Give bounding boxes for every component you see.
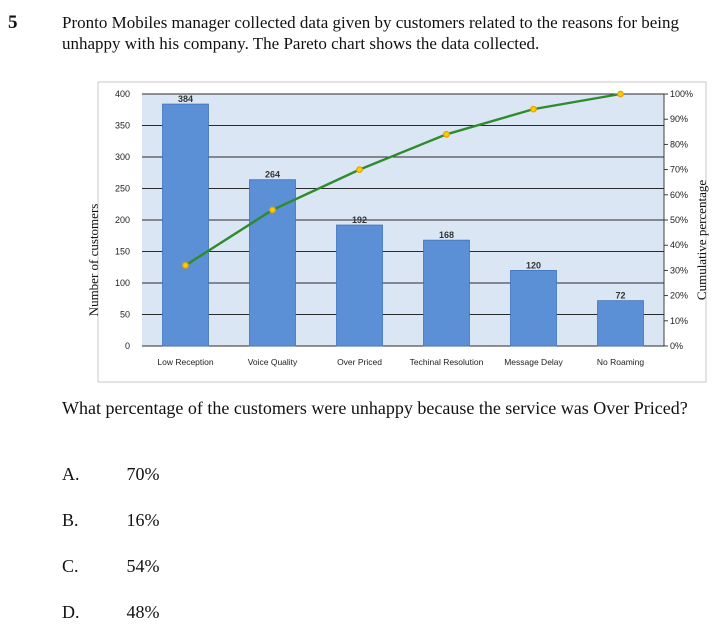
y-tick-label: 150 (115, 247, 130, 257)
option-b-text: 16% (126, 510, 160, 530)
data-label: 72 (615, 291, 625, 301)
cumulative-marker (617, 90, 624, 98)
option-b[interactable]: B. 16% (62, 510, 160, 531)
y2-tick-label: 100% (670, 89, 693, 99)
data-label: 264 (265, 170, 280, 180)
category-label: Voice Quality (248, 357, 298, 367)
y-tick-label: 400 (115, 89, 130, 99)
category-label: Over Priced (337, 357, 382, 367)
option-c-text: 54% (126, 556, 160, 576)
option-a[interactable]: A. 70% (62, 464, 160, 485)
category-label: Low Reception (157, 357, 214, 367)
y-tick-label: 0 (125, 341, 130, 351)
y2-tick-label: 40% (670, 240, 688, 250)
y2-tick-label: 30% (670, 265, 688, 275)
data-label: 120 (526, 260, 541, 270)
bar (597, 300, 644, 347)
y2-tick-label: 70% (670, 165, 688, 175)
option-b-letter: B. (62, 510, 79, 530)
option-a-letter: A. (62, 464, 80, 484)
y2-tick-label: 80% (670, 139, 688, 149)
y-tick-label: 250 (115, 184, 130, 194)
y2-axis-label: Cumulative percentage (694, 180, 709, 300)
cumulative-marker (443, 130, 450, 138)
y2-tick-label: 0% (670, 341, 683, 351)
data-label: 384 (178, 94, 193, 104)
category-label: Message Delay (504, 357, 563, 367)
y2-tick-label: 50% (670, 215, 688, 225)
option-d[interactable]: D. 48% (62, 602, 160, 623)
cumulative-line (184, 92, 621, 267)
y-tick-label: 50 (120, 310, 130, 320)
bar (249, 179, 296, 347)
option-a-text: 70% (126, 464, 160, 484)
question-prompt: What percentage of the customers were un… (62, 398, 688, 418)
y-tick-label: 300 (115, 152, 130, 162)
option-d-text: 48% (126, 602, 160, 622)
option-c[interactable]: C. 54% (62, 556, 160, 577)
option-d-letter: D. (62, 602, 80, 622)
pareto-chart-svg: 0 50 100 150 200 250 300 350 400 0% 10% 20% 30% 40% 50… (86, 81, 709, 383)
y2-tick-label: 90% (670, 114, 688, 124)
y-tick-label: 350 (115, 121, 130, 131)
question-stem: Pronto Mobiles manager collected data gi… (62, 13, 680, 53)
question-number: 5 (8, 12, 18, 33)
y-axis-label: Number of customers (86, 204, 101, 317)
bar (423, 239, 470, 347)
y2-tick-label: 60% (670, 190, 688, 200)
pareto-chart: 0 50 100 150 200 250 300 350 400 0% 10% 20% 30% 40% 50… (82, 80, 710, 390)
cumulative-marker (269, 206, 276, 214)
y2-tick-label: 20% (670, 291, 688, 301)
cumulative-marker (182, 261, 189, 269)
data-label: 168 (439, 230, 454, 240)
option-c-letter: C. (62, 556, 79, 576)
y-tick-label: 100 (115, 278, 130, 288)
cumulative-marker (356, 166, 363, 173)
category-label: Techinal Resolution (410, 357, 484, 367)
cumulative-marker (530, 105, 537, 113)
data-label: 192 (352, 215, 367, 225)
bar (510, 269, 557, 347)
bar (336, 224, 383, 347)
y2-tick-label: 10% (670, 316, 688, 326)
category-label: No Roaming (597, 357, 645, 367)
bar (162, 103, 209, 347)
y-tick-label: 200 (115, 215, 130, 225)
